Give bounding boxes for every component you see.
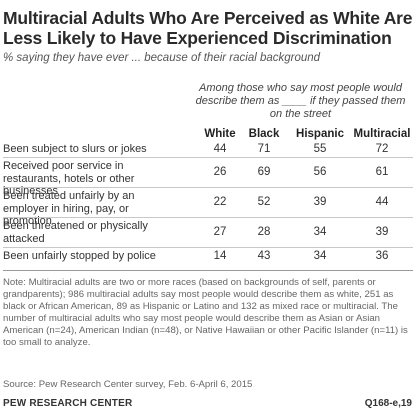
row-label: Received poor service in restaurants, ho… [3,160,135,197]
table-cell-hispanic: 34 [313,250,327,262]
table-cell-white: 26 [213,166,227,178]
table-cell-white: 14 [213,250,227,262]
chart-title: Multiracial Adults Who Are Perceived as … [3,8,413,48]
table-cell-black: 43 [257,250,271,262]
table-cell-black: 71 [257,143,271,155]
table-cell-multiracial: 39 [375,226,389,238]
table-cell-black: 52 [257,196,271,208]
table-cell-multiracial: 72 [375,143,389,155]
table-cell-hispanic: 56 [313,166,327,178]
table-cell-hispanic: 39 [313,196,327,208]
question-code: Q168-e,19 [364,398,412,409]
table-bottom-rule [3,270,413,271]
chart-subtitle: % saying they have ever ... because of t… [3,52,321,64]
table-cell-white: 27 [213,226,227,238]
table-cell-multiracial: 36 [375,250,389,262]
column-header-white: White [204,128,236,140]
table-cell-white: 22 [213,196,227,208]
row-divider [3,217,413,218]
row-label: Been threatened or physically attacked [3,220,148,245]
row-label: Been subject to slurs or jokes [3,143,147,155]
column-header-multiracial: Multiracial [353,128,411,140]
table-cell-multiracial: 61 [375,166,389,178]
column-header-hispanic: Hispanic [296,128,344,140]
source-line: Source: Pew Research Center survey, Feb.… [3,379,253,390]
column-group-header: Among those who say most people would de… [195,82,406,120]
row-label: Been treated unfairly by an employer in … [3,190,135,227]
row-label: Been unfairly stopped by police [3,250,156,262]
table-cell-hispanic: 34 [313,226,327,238]
table-cell-white: 44 [213,143,227,155]
table-cell-hispanic: 55 [313,143,327,155]
brand-label: PEW RESEARCH CENTER [3,398,133,409]
column-header-black: Black [248,128,280,140]
table-cell-multiracial: 44 [375,196,389,208]
footnote: Note: Multiracial adults are two or more… [3,277,408,348]
table-cell-black: 69 [257,166,271,178]
row-divider [3,187,413,188]
row-divider [3,157,413,158]
row-divider [3,247,413,248]
table-cell-black: 28 [257,226,271,238]
